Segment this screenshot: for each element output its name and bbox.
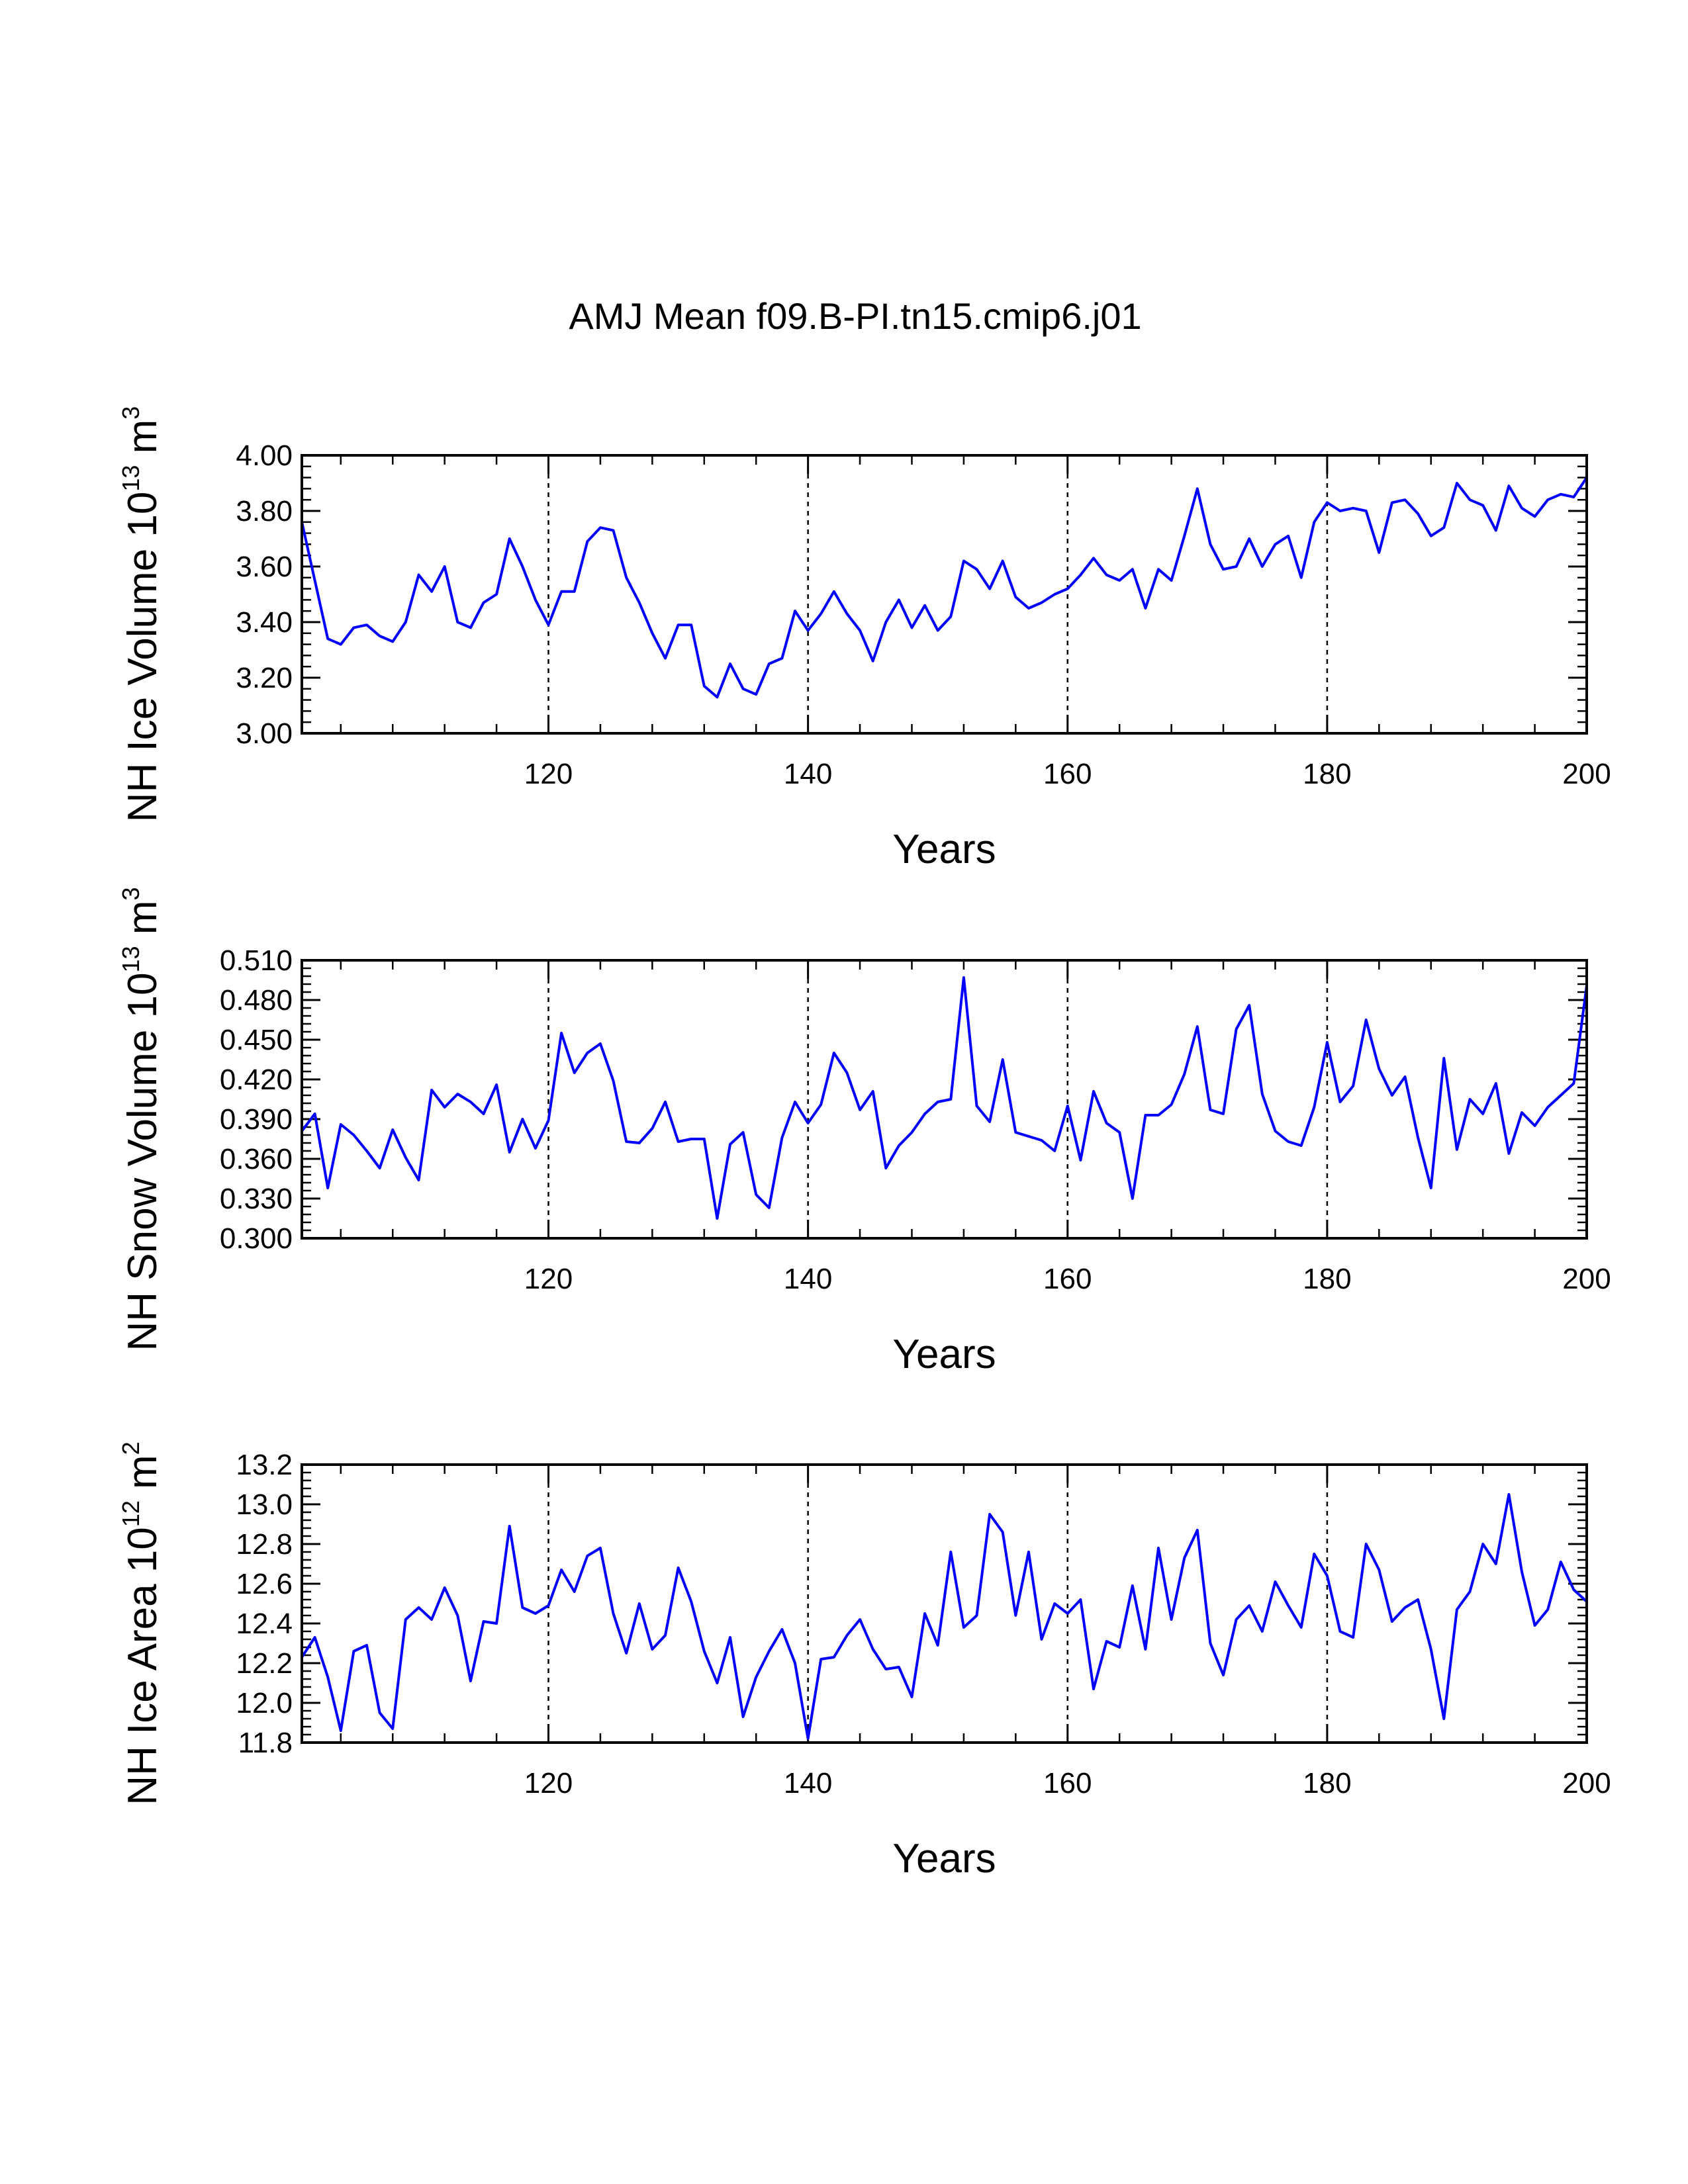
figure-title: AMJ Mean f09.B-PI.tn15.cmip6.j01	[569, 295, 1141, 337]
y-tick-label: 0.510	[220, 944, 293, 977]
y-tick-label: 0.450	[220, 1024, 293, 1056]
y-axis-title-exponent: 12	[117, 1500, 144, 1527]
x-tick-label: 140	[784, 1767, 832, 1799]
x-tick-label: 160	[1043, 1767, 1092, 1799]
y-tick-label: 0.330	[220, 1183, 293, 1215]
x-tick-label: 140	[784, 1263, 832, 1295]
x-tick-label: 120	[524, 1263, 573, 1295]
y-axis-title-unit: m	[120, 901, 165, 946]
y-axis-title: NH Snow Volume 1013 m3	[117, 887, 165, 1351]
y-tick-label: 0.360	[220, 1143, 293, 1175]
y-axis-title: NH Ice Area 1012 m2	[117, 1441, 165, 1805]
y-tick-label: 3.80	[236, 495, 293, 527]
x-tick-label: 120	[524, 1767, 573, 1799]
y-axis-title-text: NH Snow Volume 10	[120, 972, 165, 1351]
x-tick-label: 180	[1303, 1767, 1351, 1799]
y-axis-title-text: NH Ice Volume 10	[120, 492, 165, 823]
x-tick-label: 180	[1303, 758, 1351, 790]
y-axis-title-unit-exponent: 2	[117, 1441, 144, 1455]
x-axis-title: Years	[892, 827, 996, 872]
y-tick-label: 12.8	[236, 1528, 293, 1561]
y-tick-label: 0.420	[220, 1064, 293, 1096]
plot-frame	[301, 959, 1588, 1240]
y-axis-title-unit: m	[120, 420, 165, 465]
x-tick-label: 200	[1562, 1263, 1611, 1295]
plot-frame	[301, 1463, 1588, 1744]
y-tick-label: 3.40	[236, 606, 293, 639]
x-tick-label: 160	[1043, 758, 1092, 790]
y-tick-label: 3.60	[236, 551, 293, 583]
panels: 3.00 3.20 3.40 3.60 3.80 4.00 120 140 160 180 200 Y…	[117, 406, 1611, 1882]
y-axis-title-text: NH Ice Area 10	[120, 1527, 165, 1805]
y-tick-label: 12.2	[236, 1647, 293, 1680]
y-tick-label: 13.0	[236, 1488, 293, 1521]
x-axis-title: Years	[892, 1332, 996, 1377]
x-tick-label: 180	[1303, 1263, 1351, 1295]
x-axis-title: Years	[892, 1836, 996, 1882]
chart-panel-1: 3.00 3.20 3.40 3.60 3.80 4.00 120 140 160 180 200 Y…	[117, 406, 1611, 872]
y-tick-label: 12.6	[236, 1568, 293, 1600]
x-tick-label: 160	[1043, 1263, 1092, 1295]
y-tick-label: 0.390	[220, 1103, 293, 1136]
y-tick-label: 4.00	[236, 439, 293, 472]
y-axis-title-unit-exponent: 3	[117, 887, 144, 900]
y-axis-title-exponent: 13	[117, 946, 144, 972]
chart-panel-2: 0.300 0.330 0.360 0.390 0.420 0.450 0.480 0.510…	[117, 887, 1611, 1377]
y-tick-label: 3.20	[236, 662, 293, 694]
x-tick-label: 120	[524, 758, 573, 790]
y-tick-label: 3.00	[236, 717, 293, 750]
y-axis-title-exponent: 13	[117, 465, 144, 492]
y-axis-title-unit: m	[120, 1455, 165, 1500]
y-tick-label: 11.8	[238, 1727, 293, 1759]
plot-frame	[301, 454, 1588, 735]
y-tick-label: 0.300	[220, 1222, 293, 1255]
y-tick-label: 12.0	[236, 1687, 293, 1719]
chart-panel-3: 11.8 12.0 12.2 12.4 12.6 12.8 13.0 13.2 120 140 16…	[117, 1441, 1611, 1882]
y-axis-title-unit-exponent: 3	[117, 406, 144, 420]
x-tick-label: 200	[1562, 1767, 1611, 1799]
y-tick-label: 0.480	[220, 984, 293, 1017]
y-tick-label: 13.2	[236, 1449, 293, 1481]
series-line	[301, 1493, 1588, 1740]
y-axis-title: NH Ice Volume 1013 m3	[117, 406, 165, 823]
series-line	[301, 477, 1588, 699]
x-tick-label: 140	[784, 758, 832, 790]
y-tick-label: 12.4	[236, 1608, 293, 1640]
x-tick-label: 200	[1562, 758, 1611, 790]
series-line	[301, 976, 1588, 1220]
